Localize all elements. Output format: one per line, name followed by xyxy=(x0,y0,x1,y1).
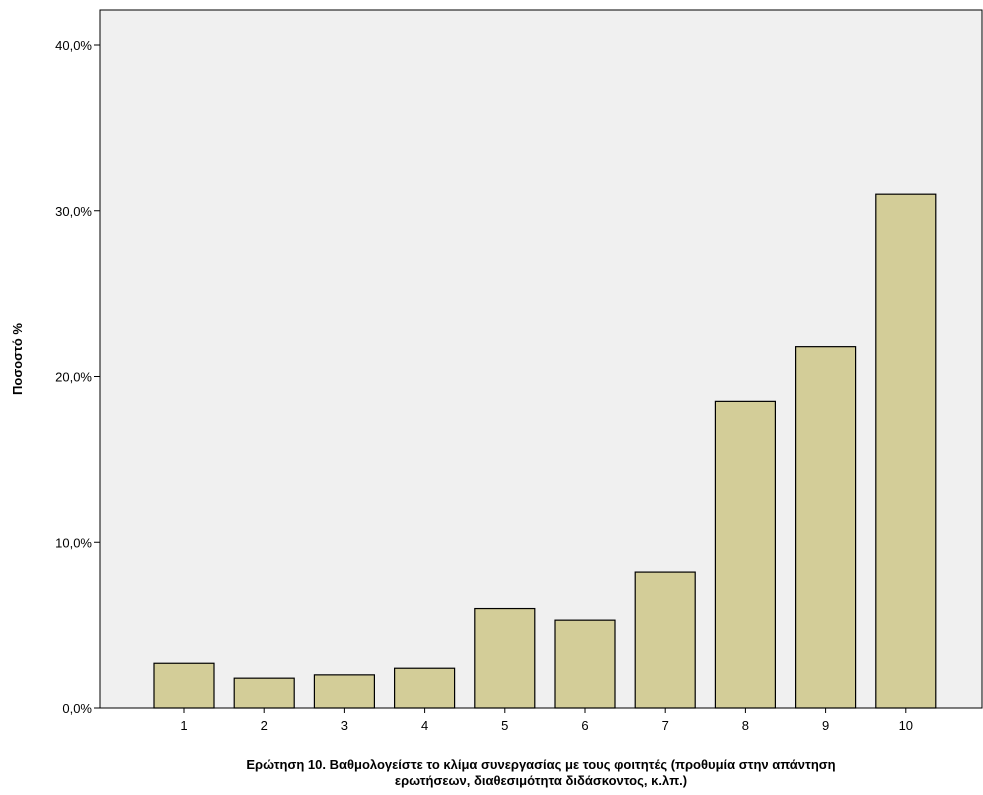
x-tick-label: 10 xyxy=(899,718,913,733)
bar-8 xyxy=(714,400,777,709)
bar-3 xyxy=(313,674,375,709)
y-axis-title: Ποσοστό % xyxy=(10,323,25,395)
bar-2 xyxy=(233,677,295,709)
x-tick-label: 4 xyxy=(421,718,428,733)
y-tick-label: 30,0% xyxy=(55,204,92,219)
bar-4 xyxy=(394,667,456,709)
x-tick-label: 3 xyxy=(341,718,348,733)
bar-1 xyxy=(153,662,215,709)
bar-6 xyxy=(554,619,616,709)
x-axis-title-line-2: ερωτήσεων, διαθεσιμότητα διδάσκοντος, κ.… xyxy=(395,773,687,788)
x-tick-label: 1 xyxy=(180,718,187,733)
bar-5 xyxy=(474,607,536,709)
x-tick-label: 5 xyxy=(501,718,508,733)
bars-group xyxy=(153,193,937,709)
bar-10 xyxy=(875,193,937,709)
y-tick-label: 10,0% xyxy=(55,535,92,550)
y-tick-label: 0,0% xyxy=(62,701,92,716)
y-axis: 0,0% 10,0% 20,0% 30,0% 40,0% xyxy=(55,38,100,716)
x-axis-title-line-1: Ερώτηση 10. Βαθμολογείστε το κλίμα συνερ… xyxy=(246,757,835,772)
bar-9 xyxy=(794,346,857,709)
x-tick-label: 8 xyxy=(742,718,749,733)
bar-7 xyxy=(634,571,696,709)
y-tick-label: 20,0% xyxy=(55,370,92,385)
x-tick-label: 2 xyxy=(261,718,268,733)
y-tick-label: 40,0% xyxy=(55,38,92,53)
x-tick-label: 6 xyxy=(581,718,588,733)
x-tick-label: 7 xyxy=(662,718,669,733)
x-axis: 1 2 3 4 5 6 7 8 9 10 xyxy=(180,708,913,733)
x-tick-label: 9 xyxy=(822,718,829,733)
